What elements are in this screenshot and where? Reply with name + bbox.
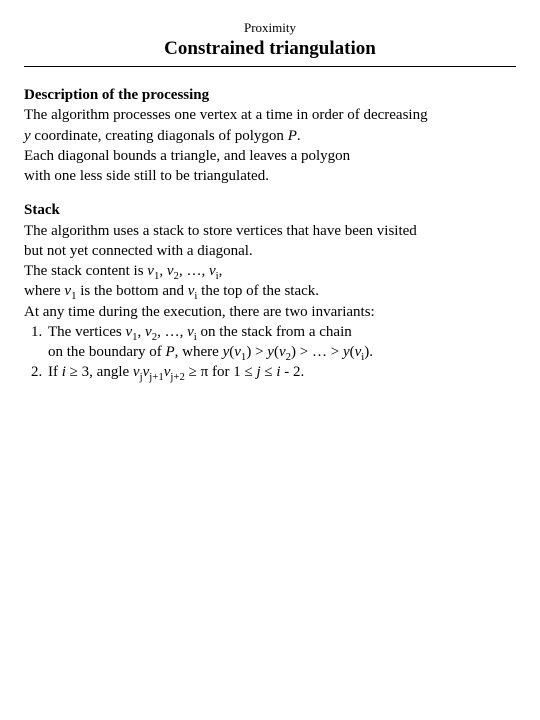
desc-line-1: The algorithm processes one vertex at a … bbox=[24, 107, 428, 123]
geq-1: ≥ bbox=[66, 364, 82, 380]
comma-5: , bbox=[157, 324, 165, 340]
stack-line-4-pre: where bbox=[24, 283, 64, 299]
inv1b-end: . bbox=[369, 344, 373, 360]
section-heading-1: Description of the processing bbox=[24, 87, 209, 103]
inv2-post: - 2. bbox=[281, 364, 305, 380]
v1: v bbox=[147, 263, 154, 279]
one: 1 bbox=[233, 364, 241, 380]
stack-line-2: but not yet connected with a diagonal. bbox=[24, 243, 253, 259]
section-stack: Stack The algorithm uses a stack to stor… bbox=[24, 200, 516, 382]
leq-1: ≤ bbox=[241, 364, 257, 380]
desc-line-2b: . bbox=[297, 128, 301, 144]
inv1-post: on the stack from a chain bbox=[197, 324, 352, 340]
section-heading-2: Stack bbox=[24, 202, 60, 218]
y3: y bbox=[343, 344, 350, 360]
vic: v bbox=[187, 324, 194, 340]
gt1: > bbox=[251, 344, 267, 360]
for: for bbox=[208, 364, 233, 380]
inv1b-mid: , where bbox=[175, 344, 223, 360]
desc-line-3: Each diagonal bounds a triangle, and lea… bbox=[24, 148, 350, 164]
section-description: Description of the processing The algori… bbox=[24, 85, 516, 186]
stack-line-3-pre: The stack content is bbox=[24, 263, 147, 279]
stack-line-4-mid: is the bottom and bbox=[76, 283, 187, 299]
invariant-2: If i ≥ 3, angle vjvj+1vj+2 ≥ π for 1 ≤ j… bbox=[46, 362, 516, 382]
sub-j1: j+1 bbox=[149, 371, 164, 383]
invariant-list: The vertices v1, v2, …, vi on the stack … bbox=[24, 322, 516, 383]
vj: v bbox=[133, 364, 140, 380]
inv2-pre: If bbox=[48, 364, 62, 380]
v2: v bbox=[167, 263, 174, 279]
inv2-mid: , angle bbox=[89, 364, 133, 380]
leq-2: ≤ bbox=[261, 364, 277, 380]
ellipsis-2: …, bbox=[165, 324, 188, 340]
P2: P bbox=[165, 344, 174, 360]
page: Proximity Constrained triangulation Desc… bbox=[0, 0, 540, 417]
stack-line-4-post: the top of the stack. bbox=[197, 283, 319, 299]
v2d: v bbox=[279, 344, 286, 360]
inv1-pre: The vertices bbox=[48, 324, 125, 340]
var-y: y bbox=[24, 128, 31, 144]
var-P: P bbox=[288, 128, 297, 144]
vi: v bbox=[209, 263, 216, 279]
stack-line-5: At any time during the execution, there … bbox=[24, 304, 375, 320]
sub-j2: j+2 bbox=[170, 371, 185, 383]
y2: y bbox=[267, 344, 274, 360]
desc-line-4: with one less side still to be triangula… bbox=[24, 168, 269, 184]
inv1b-pre: on the boundary of bbox=[48, 344, 165, 360]
comma-3: , bbox=[219, 263, 223, 279]
ellipsis-1: …, bbox=[186, 263, 209, 279]
geq-2: ≥ bbox=[185, 364, 201, 380]
gtell: > … > bbox=[296, 344, 343, 360]
title-rule bbox=[24, 66, 516, 67]
v1d: v bbox=[234, 344, 241, 360]
v2c: v bbox=[145, 324, 152, 340]
desc-line-2a: coordinate, creating diagonals of polygo… bbox=[31, 128, 288, 144]
invariant-1: The vertices v1, v2, …, vi on the stack … bbox=[46, 322, 516, 363]
page-title: Constrained triangulation bbox=[24, 38, 516, 60]
stack-line-1: The algorithm uses a stack to store vert… bbox=[24, 223, 417, 239]
supertitle: Proximity bbox=[24, 20, 516, 36]
comma-4: , bbox=[138, 324, 146, 340]
comma-1: , bbox=[159, 263, 167, 279]
